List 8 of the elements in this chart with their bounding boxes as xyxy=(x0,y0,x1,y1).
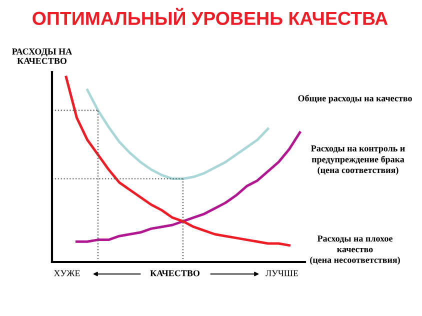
y-axis-title: РАСХОДЫ НА КАЧЕСТВО xyxy=(12,48,72,64)
text: ЛУЧШЕ xyxy=(266,270,298,276)
text: Расходы на плохое качество (цена несоответствия) xyxy=(310,236,400,265)
x-axis-title: КАЧЕСТВО xyxy=(150,270,200,276)
text: Общие расходы на качество xyxy=(298,94,412,104)
chart-title: ОПТИМАЛЬНЫЙ УРОВЕНЬ КАЧЕСТВА xyxy=(32,8,388,26)
series-label: Расходы на контроль и предупреждение брака (цена соответствия) xyxy=(311,145,405,175)
text: ХУЖЕ xyxy=(54,270,80,276)
